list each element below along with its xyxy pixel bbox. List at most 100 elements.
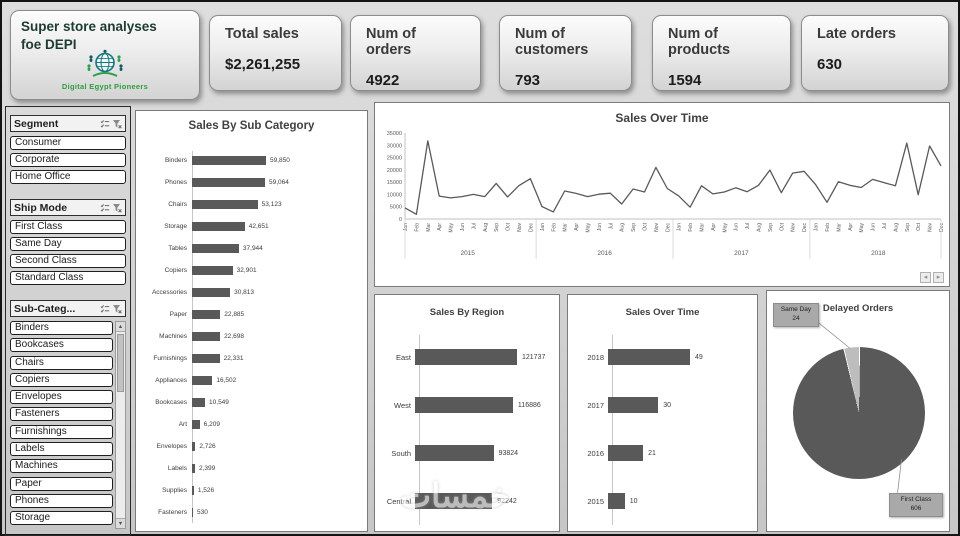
slicer-item-furnishings[interactable]: Furnishings (10, 424, 113, 439)
svg-text:0: 0 (399, 217, 402, 223)
svg-text:Nov: Nov (791, 223, 797, 232)
bar (192, 463, 195, 473)
callout-value: 24 (792, 314, 800, 322)
chart-title: Sales Over Time (615, 111, 709, 125)
multi-select-icon[interactable] (100, 119, 110, 129)
svg-text:Jul: Jul (608, 223, 614, 229)
svg-text:Sep: Sep (905, 223, 911, 232)
bar-category-label: Appliances (155, 376, 187, 384)
slicer-item-same-day[interactable]: Same Day (10, 237, 126, 251)
clear-filter-icon[interactable] (112, 119, 122, 129)
svg-text:Jun: Jun (597, 223, 603, 231)
slicer-item-home-office[interactable]: Home Office (10, 170, 126, 184)
slicer-item-consumer[interactable]: Consumer (10, 136, 126, 150)
svg-text:Mar: Mar (426, 223, 432, 232)
slicer-item-labels[interactable]: Labels (10, 442, 113, 457)
svg-text:Feb: Feb (414, 223, 420, 232)
bar (415, 493, 493, 509)
bar-category-label: 2018 (587, 352, 604, 362)
slicer-item-phones[interactable]: Phones (10, 493, 113, 508)
svg-text:Sep: Sep (631, 223, 637, 232)
bar-row-2018: 2018 49 (574, 333, 755, 381)
svg-text:Jul: Jul (745, 223, 751, 229)
svg-text:Oct: Oct (916, 222, 922, 230)
bar-value-label: 53,123 (261, 200, 282, 208)
bar-category-label: South (391, 448, 411, 458)
slicer-item-copiers[interactable]: Copiers (10, 372, 113, 387)
multi-select-icon[interactable] (100, 304, 110, 314)
clear-filter-icon[interactable] (112, 304, 122, 314)
clear-filter-icon[interactable] (112, 203, 122, 213)
ship-mode-slicer-items: First Class Same Day Second Class Standard … (10, 220, 126, 285)
bar (608, 493, 625, 509)
svg-text:Feb: Feb (551, 223, 557, 232)
bar-row-south: South 93824 (381, 429, 557, 477)
bar-value-label: 116886 (517, 401, 541, 409)
svg-text:Nov: Nov (928, 223, 934, 232)
callout-label: Same Day (780, 306, 812, 313)
bar (192, 265, 233, 275)
bar (192, 221, 245, 231)
bar-category-label: Labels (167, 464, 187, 472)
slicer-item-machines[interactable]: Machines (10, 459, 113, 474)
bar-category-label: Bookcases (155, 398, 187, 406)
pie-callout-first-class: First Class 606 (889, 493, 943, 517)
svg-text:Jan: Jan (403, 223, 409, 231)
bar-category-label: Furnishings (153, 354, 187, 362)
slicer-item-corporate[interactable]: Corporate (10, 153, 126, 167)
slicer-item-paper[interactable]: Paper (10, 476, 113, 491)
scroll-down-icon[interactable]: ▼ (116, 518, 125, 528)
scrollbar-thumb[interactable] (117, 334, 124, 392)
bar-category-label: 2015 (587, 496, 604, 506)
slicer-item-first-class[interactable]: First Class (10, 220, 126, 234)
multi-select-icon[interactable] (100, 203, 110, 213)
svg-text:35000: 35000 (387, 131, 402, 137)
segment-slicer-header: Segment (10, 115, 126, 132)
scroll-up-icon[interactable]: ▲ (116, 322, 125, 332)
chart-title: Delayed Orders (822, 303, 894, 314)
bar-row-art: Art 6,209 (144, 413, 363, 435)
svg-text:Feb: Feb (825, 223, 831, 232)
slicer-item-storage[interactable]: Storage (10, 511, 113, 526)
slicer-item-binders[interactable]: Binders (10, 321, 113, 335)
bar-value-label: 1,526 (197, 486, 215, 494)
yearly-bars: 2018 49 2017 30 2016 21 2015 10 (574, 333, 755, 525)
kpi-label: Num of customers (515, 26, 589, 58)
svg-text:Aug: Aug (893, 223, 899, 232)
slicer-title: Ship Mode (14, 201, 68, 214)
slicer-item-bookcases[interactable]: Bookcases (10, 338, 113, 353)
bar (192, 331, 221, 341)
svg-text:May: May (449, 223, 455, 233)
kpi-card-num-products: Num of products 1594 (652, 15, 791, 91)
slicer-item-fasteners[interactable]: Fasteners (10, 407, 113, 422)
delayed-orders-chart: Delayed Orders Same Day 24 First Class 6… (766, 290, 950, 532)
chart-nav-left-button[interactable]: ◂ (920, 272, 931, 283)
kpi-value: $2,261,255 (225, 56, 301, 73)
slicer-item-standard-class[interactable]: Standard Class (10, 271, 126, 285)
bar-row-2017: 2017 30 (574, 381, 755, 429)
slicer-item-chairs[interactable]: Chairs (10, 355, 113, 370)
bar-value-label: 22,885 (224, 310, 245, 318)
bar-row-accessories: Accessories 30,813 (144, 281, 363, 303)
svg-text:May: May (859, 223, 865, 233)
sub-category-scrollbar[interactable]: ▲ ▼ (115, 321, 126, 529)
svg-text:2018: 2018 (871, 250, 886, 257)
bar-row-chairs: Chairs 53,123 (144, 193, 363, 215)
svg-text:2017: 2017 (734, 250, 749, 257)
bar (192, 155, 266, 165)
bar-value-label: 16,502 (216, 376, 237, 384)
bar-category-label: Fasteners (158, 508, 187, 516)
slicer-item-second-class[interactable]: Second Class (10, 254, 126, 268)
bar-category-label: Accessories (151, 288, 187, 296)
svg-text:Nov: Nov (654, 223, 660, 232)
bar-row-appliances: Appliances 16,502 (144, 369, 363, 391)
svg-text:Jan: Jan (677, 223, 683, 231)
bar-value-label: 2,726 (199, 442, 216, 450)
bar-value-label: 59,064 (269, 178, 289, 186)
slicer-item-envelopes[interactable]: Envelopes (10, 390, 113, 405)
callout-value: 606 (910, 505, 922, 513)
bar-value-label: 59,850 (270, 156, 290, 164)
svg-text:Aug: Aug (483, 223, 489, 232)
chart-nav-right-button[interactable]: ▸ (933, 272, 944, 283)
